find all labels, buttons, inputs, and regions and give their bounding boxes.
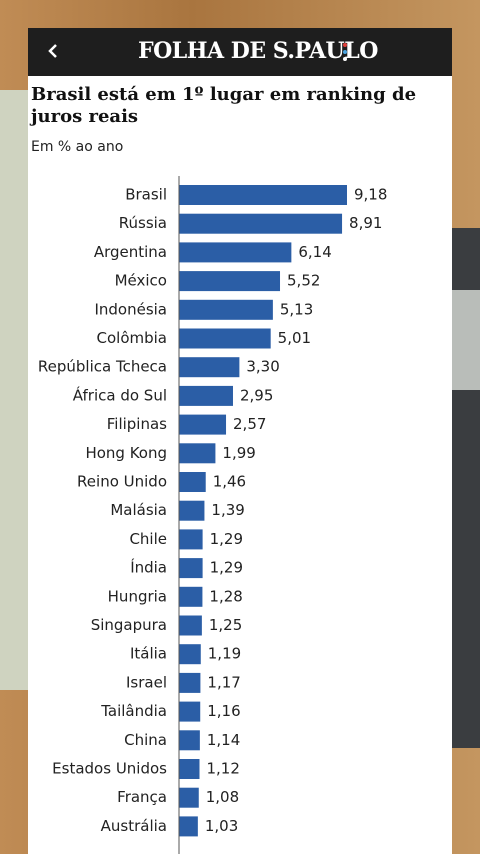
value-label: 1,16	[207, 702, 240, 720]
category-label: México	[115, 272, 167, 290]
bar	[179, 472, 206, 492]
bar	[179, 558, 203, 579]
bar	[179, 644, 201, 665]
category-label: Argentina	[94, 243, 167, 261]
value-label: 1,14	[207, 731, 240, 749]
bar	[179, 787, 199, 808]
category-label: Filipinas	[107, 415, 167, 433]
category-label: República Tcheca	[38, 358, 167, 376]
value-label: 3,30	[246, 358, 279, 376]
category-label: Singapura	[91, 616, 167, 634]
category-label: Hong Kong	[85, 444, 167, 462]
value-label: 1,29	[210, 559, 243, 577]
chart: Brasil 9,18 Rússia 8,91 Argentina 6,14 México 5…	[38, 176, 387, 854]
bar	[179, 443, 216, 464]
back-icon	[48, 44, 57, 58]
value-label: 8,91	[349, 214, 382, 232]
bar	[179, 328, 271, 349]
bar	[179, 385, 233, 406]
bar	[179, 730, 200, 751]
value-label: 1,08	[206, 788, 239, 806]
value-label: 1,19	[208, 645, 241, 663]
value-label: 1,29	[210, 530, 243, 548]
app-header: FOLHA DE S.PAULO	[28, 28, 452, 76]
value-label: 5,01	[278, 329, 311, 347]
category-label: Índia	[130, 558, 167, 577]
bar	[179, 759, 200, 779]
category-label: China	[124, 731, 167, 749]
category-label: Austrália	[101, 817, 167, 835]
bar	[179, 357, 240, 378]
bar	[179, 672, 201, 693]
banknote	[0, 90, 28, 690]
category-label: Colômbia	[97, 329, 168, 347]
value-label: 1,03	[205, 817, 238, 835]
value-label: 2,57	[233, 415, 266, 433]
calculator-screen	[452, 290, 480, 390]
value-label: 1,39	[211, 501, 244, 519]
value-label: 1,12	[206, 760, 239, 778]
bar	[179, 529, 203, 550]
value-label: 5,52	[287, 272, 320, 290]
bar	[179, 271, 281, 292]
bar	[179, 213, 343, 234]
bar	[179, 701, 201, 722]
category-label: Brasil	[125, 186, 167, 204]
bar	[179, 299, 273, 320]
category-label: Chile	[129, 530, 167, 548]
category-label: África do Sul	[73, 385, 167, 404]
value-label: 6,14	[298, 243, 331, 261]
category-label: Indonésia	[94, 300, 167, 318]
bar	[179, 185, 347, 205]
value-label: 9,18	[354, 186, 387, 204]
bar	[179, 500, 205, 521]
logo-dots	[343, 43, 347, 61]
category-label: Itália	[130, 645, 167, 663]
value-label: 1,28	[209, 587, 242, 605]
category-label: Rússia	[119, 214, 167, 232]
bar	[179, 615, 202, 636]
value-label: 1,99	[222, 444, 255, 462]
value-label: 1,46	[213, 473, 246, 491]
back-button[interactable]	[36, 28, 76, 76]
value-label: 1,25	[209, 616, 242, 634]
value-label: 1,17	[207, 673, 240, 691]
bar	[179, 586, 203, 607]
category-label: Hungria	[108, 587, 167, 605]
category-label: Malásia	[110, 501, 167, 519]
category-label: Estados Unidos	[52, 760, 167, 778]
bar	[179, 242, 292, 263]
bar	[179, 816, 198, 837]
logo: FOLHA DE S.PAULO	[138, 38, 378, 64]
chart-title: Brasil está em 1º lugar em ranking de ju…	[31, 84, 417, 127]
chart-card: Brasil está em 1º lugar em ranking de ju…	[28, 76, 452, 854]
category-label: Tailândia	[100, 702, 167, 720]
category-label: França	[117, 788, 167, 806]
category-label: Reino Unido	[77, 473, 167, 491]
bar	[179, 414, 227, 435]
category-label: Israel	[126, 673, 167, 691]
value-label: 2,95	[240, 386, 273, 404]
value-label: 5,13	[280, 300, 313, 318]
chart-subtitle: Em % ao ano	[31, 139, 124, 155]
